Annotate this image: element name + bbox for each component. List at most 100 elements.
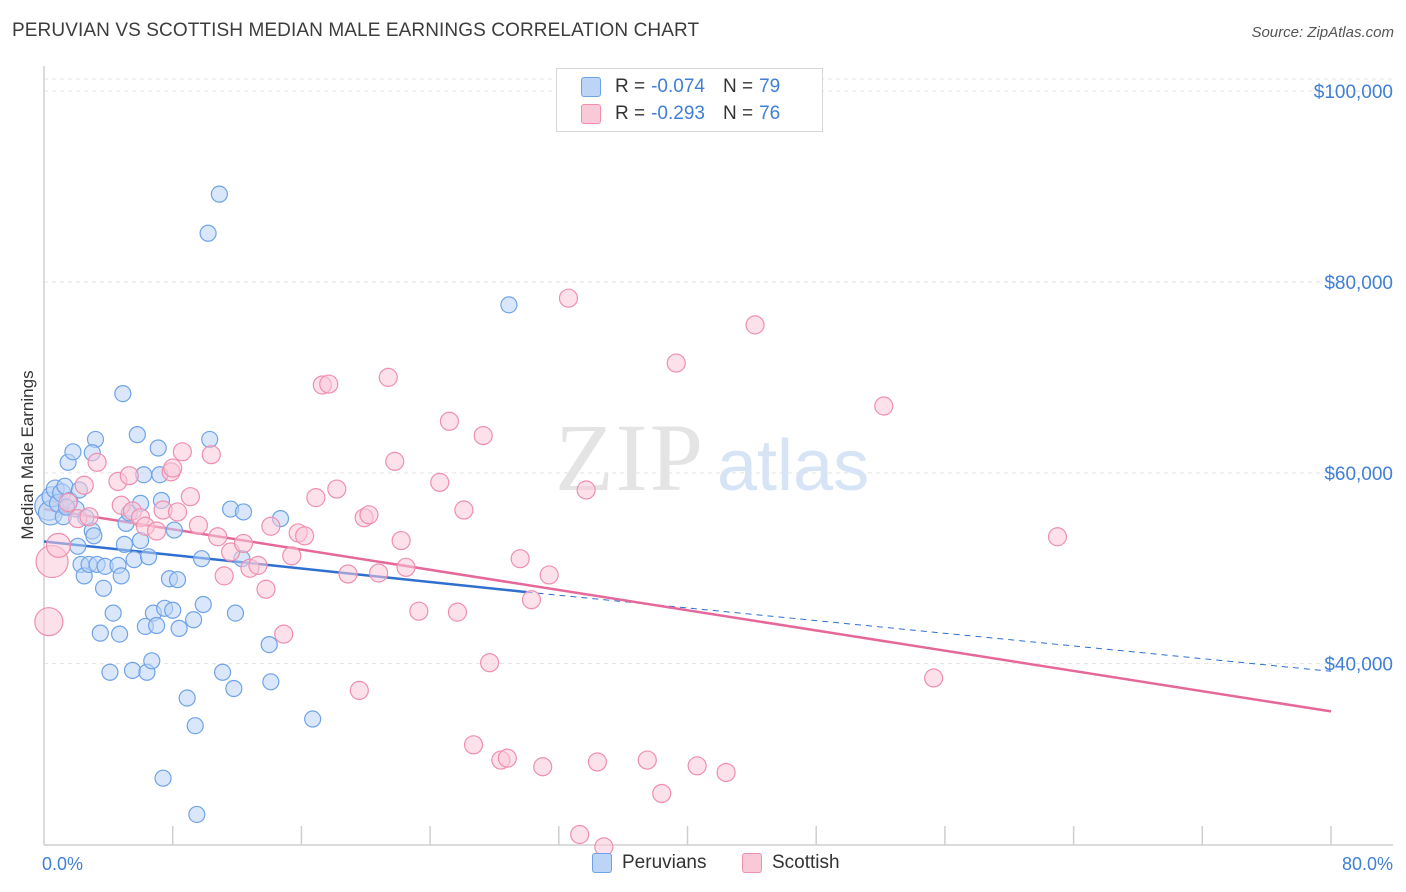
scottish-point [45, 532, 72, 558]
scottish-point [201, 445, 221, 465]
scottish-point [539, 565, 559, 585]
legend-item-peruvians[interactable]: Peruvians [592, 852, 707, 874]
peruvians-point [104, 604, 122, 622]
legend-swatch-blue [581, 77, 601, 97]
scottish-point [248, 555, 268, 575]
scottish-point [306, 488, 326, 508]
scottish-point [454, 500, 474, 520]
peruvians-point [164, 601, 182, 619]
scottish-point [34, 607, 64, 637]
y-tick-label: $80,000 [1324, 273, 1393, 294]
peruvians-swatch [592, 853, 612, 873]
scottish-point [463, 735, 484, 755]
scottish-point [447, 602, 468, 622]
legend-row-peruvians: R = -0.074 N = 79 [581, 74, 780, 100]
scottish-point [349, 680, 369, 701]
scottish-point [188, 515, 209, 535]
peruvians-point [64, 443, 82, 461]
y-tick-label: $60,000 [1324, 464, 1393, 485]
scottish-point [79, 507, 99, 527]
peruvians-point [128, 426, 146, 444]
scottish-point [214, 566, 234, 586]
peruvians-point [154, 769, 172, 787]
series-legend: Peruvians Scottish [0, 852, 1406, 878]
peruvians-point [111, 625, 129, 643]
source-label: Source: ZipAtlas.com [1251, 24, 1394, 41]
scottish-point [558, 288, 579, 308]
scottish-point [587, 752, 608, 772]
x-tick-label: 80.0% [1342, 854, 1393, 874]
peruvians-point [225, 679, 243, 698]
peruvians-point [234, 503, 253, 521]
legend-r-value: -0.074 [651, 76, 705, 97]
scottish-point [385, 451, 405, 471]
scottish-point [282, 546, 302, 566]
scottish-point [396, 557, 416, 577]
scottish-point [378, 367, 398, 387]
series-scottish [34, 288, 1068, 857]
scottish-point [409, 601, 429, 621]
scottish-point [576, 480, 596, 500]
scottish-point [295, 526, 315, 546]
legend-item-scottish[interactable]: Scottish [742, 852, 840, 874]
scottish-point [58, 492, 78, 512]
peruvians-point [115, 535, 134, 553]
scottish-point [745, 315, 765, 335]
scottish-point [208, 527, 228, 547]
legend-n-label: N = [722, 103, 754, 124]
peruvians-point [178, 689, 196, 707]
scottish-point [87, 452, 107, 472]
legend-swatch-pink [581, 104, 601, 124]
y-axis-label: Median Male Earnings [18, 370, 37, 539]
legend-n-label: N = [722, 76, 754, 97]
scottish-point [666, 353, 686, 373]
peruvians-point [226, 604, 245, 622]
peruvians-point [165, 521, 183, 539]
peruvians-point [199, 224, 217, 242]
y-tick-label: $100,000 [1314, 82, 1393, 103]
peruvians-point [85, 527, 103, 545]
y-tick-labels: $40,000 $60,000 $80,000 $100,000 [1314, 82, 1393, 676]
peruvians-point [112, 567, 130, 585]
scottish-point [167, 502, 188, 522]
peruvians-point [101, 663, 119, 681]
peruvians-point [170, 619, 188, 637]
peruvians-point [193, 550, 211, 568]
peruvians-point [262, 673, 280, 691]
peruvians-point [185, 611, 203, 629]
peruvians-point [148, 616, 166, 635]
peruvians-point [149, 439, 167, 457]
scottish-point [119, 466, 139, 486]
peruvians-point [69, 537, 87, 555]
scottish-point [338, 564, 358, 584]
scottish-point [327, 479, 347, 499]
scottish-point [261, 516, 281, 536]
peruvians-point [125, 551, 143, 569]
peruvians-point [143, 652, 161, 670]
scottish-point [716, 762, 736, 783]
peruvians-point [123, 661, 142, 679]
scottish-point [497, 748, 517, 768]
peruvians-point [114, 385, 132, 403]
axes [43, 66, 1393, 846]
legend-n-value: 76 [759, 103, 781, 124]
scottish-point [147, 521, 167, 541]
scottish-point [637, 750, 657, 770]
scottish-point [687, 756, 707, 776]
scottish-point [180, 487, 200, 507]
peruvians-point [304, 710, 322, 728]
scottish-point [274, 624, 294, 644]
scottish-point [924, 668, 944, 688]
peruvians-point [210, 185, 228, 203]
scottish-point [430, 472, 450, 492]
peruvians-point [201, 430, 219, 449]
scottish-point [319, 374, 339, 394]
peruvians-point [168, 571, 187, 589]
legend-r-value: -0.293 [651, 103, 705, 124]
scatter-points [34, 185, 1068, 857]
peruvians-label: Peruvians [622, 852, 707, 873]
scottish-point [473, 425, 493, 446]
x-tick-label: 0.0% [42, 854, 83, 874]
scottish-point [391, 530, 411, 551]
